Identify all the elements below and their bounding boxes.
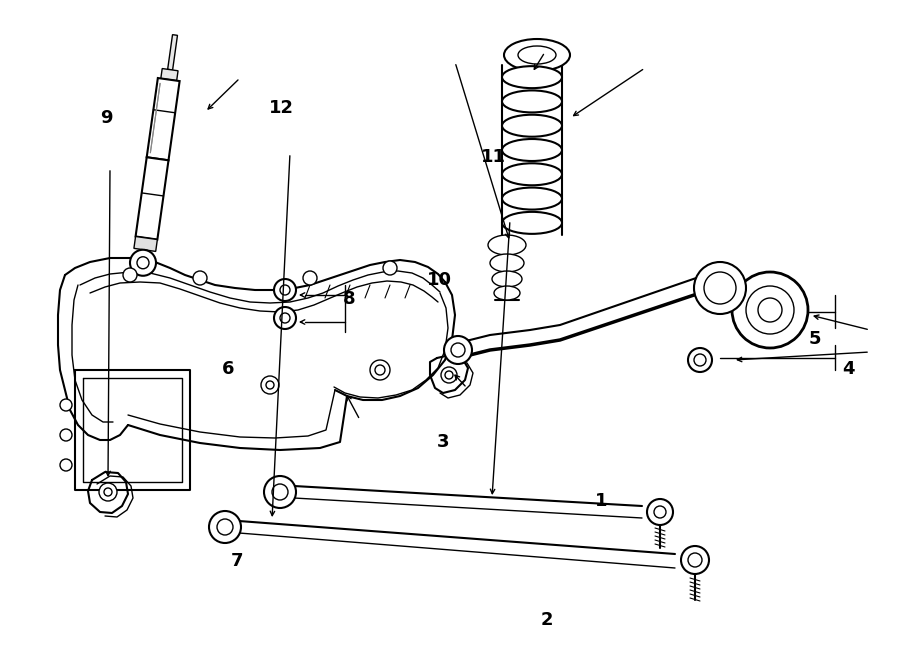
Circle shape (445, 371, 453, 379)
Text: 7: 7 (230, 551, 243, 570)
Circle shape (451, 343, 465, 357)
Circle shape (99, 483, 117, 501)
Ellipse shape (502, 212, 562, 234)
Circle shape (60, 429, 72, 441)
Circle shape (444, 336, 472, 364)
Circle shape (654, 506, 666, 518)
Ellipse shape (492, 271, 522, 287)
Circle shape (688, 553, 702, 567)
Circle shape (193, 271, 207, 285)
Circle shape (272, 484, 288, 500)
Circle shape (647, 499, 673, 525)
Ellipse shape (490, 254, 524, 272)
Circle shape (694, 262, 746, 314)
Ellipse shape (494, 286, 520, 300)
Circle shape (694, 354, 706, 366)
Ellipse shape (518, 46, 556, 64)
Circle shape (441, 367, 457, 383)
Circle shape (123, 268, 137, 282)
Text: 9: 9 (100, 108, 112, 127)
Circle shape (274, 307, 296, 329)
Circle shape (104, 488, 112, 496)
Circle shape (280, 285, 290, 295)
Polygon shape (136, 157, 168, 239)
Circle shape (60, 399, 72, 411)
Circle shape (746, 286, 794, 334)
Ellipse shape (504, 39, 570, 71)
Circle shape (217, 519, 233, 535)
Ellipse shape (502, 66, 562, 88)
Text: 4: 4 (842, 360, 855, 378)
Circle shape (383, 261, 397, 275)
Ellipse shape (502, 139, 562, 161)
Ellipse shape (502, 188, 562, 210)
Text: 2: 2 (541, 611, 554, 629)
Circle shape (60, 459, 72, 471)
Circle shape (370, 360, 390, 380)
Circle shape (688, 348, 712, 372)
Ellipse shape (502, 115, 562, 137)
Text: 10: 10 (427, 270, 452, 289)
Circle shape (704, 272, 736, 304)
Circle shape (375, 365, 385, 375)
Circle shape (280, 313, 290, 323)
Text: 1: 1 (595, 492, 608, 510)
Circle shape (209, 511, 241, 543)
Text: 5: 5 (808, 330, 821, 348)
Ellipse shape (502, 163, 562, 185)
Circle shape (681, 546, 709, 574)
Text: 3: 3 (436, 432, 449, 451)
Circle shape (758, 298, 782, 322)
Circle shape (130, 250, 156, 276)
Polygon shape (134, 237, 158, 251)
Polygon shape (725, 268, 750, 320)
Circle shape (264, 476, 296, 508)
Ellipse shape (488, 235, 526, 255)
Polygon shape (161, 69, 178, 81)
Circle shape (261, 376, 279, 394)
Text: 11: 11 (481, 148, 506, 167)
Ellipse shape (502, 91, 562, 112)
Circle shape (732, 272, 808, 348)
Polygon shape (147, 78, 180, 161)
Text: 8: 8 (343, 290, 356, 309)
Text: 6: 6 (221, 360, 234, 378)
Polygon shape (167, 34, 177, 70)
Circle shape (274, 279, 296, 301)
Text: 12: 12 (269, 98, 294, 117)
Circle shape (266, 381, 274, 389)
Circle shape (137, 256, 149, 269)
Circle shape (303, 271, 317, 285)
